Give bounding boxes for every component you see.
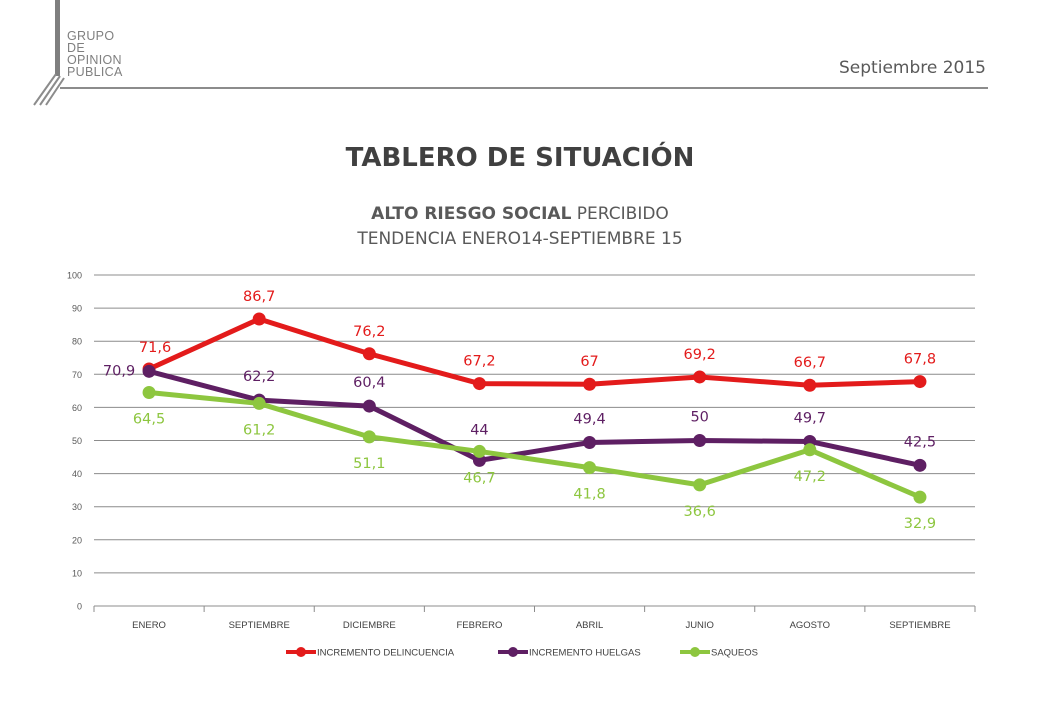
data-label: 67,8 — [904, 352, 936, 368]
data-label: 67,2 — [463, 354, 495, 370]
y-tick-label: 40 — [72, 469, 82, 479]
legend-label: SAQUEOS — [711, 648, 758, 659]
data-point — [472, 377, 486, 391]
y-tick-label: 60 — [72, 403, 82, 413]
x-tick-label: DICIEMBRE — [343, 620, 396, 631]
data-label: 51,1 — [353, 456, 385, 472]
data-point — [913, 458, 927, 472]
chart-subtitle: TENDENCIA ENERO14-SEPTIEMBRE 15 — [357, 229, 683, 249]
data-label: 70,9 — [103, 363, 135, 379]
x-tick-label: JUNIO — [685, 620, 714, 631]
data-point — [472, 444, 486, 458]
logo-text: GRUPO DE OPINION PUBLICA — [67, 29, 123, 79]
data-label: 64,5 — [133, 412, 165, 428]
data-point — [362, 347, 376, 361]
report-date: Septiembre 2015 — [839, 58, 986, 78]
data-label: 71,6 — [139, 340, 171, 356]
legend-label: INCREMENTO HUELGAS — [529, 648, 641, 659]
y-tick-label: 70 — [72, 370, 82, 380]
data-point — [693, 434, 707, 447]
data-label: 32,9 — [904, 516, 936, 532]
data-label: 62,2 — [243, 369, 275, 385]
logo-line: DE — [67, 41, 85, 55]
chart-title-bold: ALTO RIESGO SOCIAL — [371, 204, 572, 224]
data-label: 46,7 — [463, 470, 495, 486]
data-label: 42,5 — [904, 434, 936, 450]
y-tick-label: 100 — [67, 271, 82, 281]
data-point — [583, 435, 597, 449]
y-tick-label: 80 — [72, 337, 82, 347]
data-point — [142, 386, 156, 400]
data-label: 86,7 — [243, 289, 275, 305]
data-point — [913, 490, 927, 504]
series-line — [146, 316, 923, 388]
x-tick-label: ABRIL — [576, 620, 603, 631]
data-point — [472, 453, 486, 467]
data-point — [142, 364, 156, 378]
data-label: 50 — [690, 410, 708, 426]
data-point — [583, 461, 597, 475]
data-point — [583, 377, 597, 391]
y-tick-label: 0 — [77, 602, 82, 612]
logo-line: OPINION — [67, 53, 122, 67]
data-point — [252, 312, 266, 326]
data-label: 69,2 — [684, 347, 716, 363]
data-point — [913, 375, 927, 389]
x-tick-label: SEPTIEMBRE — [889, 620, 950, 631]
data-label: 67 — [580, 354, 598, 370]
legend-swatch-marker — [690, 647, 700, 657]
data-point — [252, 396, 266, 410]
data-label: 49,7 — [794, 410, 826, 426]
data-label: 44 — [470, 422, 488, 438]
data-label: 49,4 — [573, 411, 605, 427]
data-label: 41,8 — [573, 487, 605, 503]
data-point — [803, 378, 817, 392]
data-point — [693, 478, 707, 492]
data-point — [803, 443, 817, 457]
series-line — [146, 390, 923, 500]
y-tick-label: 30 — [72, 502, 82, 512]
y-tick-label: 20 — [72, 535, 82, 545]
chart-title: ALTO RIESGO SOCIAL PERCIBIDO — [0, 204, 1040, 224]
y-tick-label: 10 — [72, 568, 82, 578]
company-logo — [33, 0, 65, 106]
page-title: TABLERO DE SITUACIÓN — [345, 143, 695, 173]
data-point — [362, 430, 376, 444]
logo-line: GRUPO — [67, 29, 115, 43]
data-label: 36,6 — [684, 504, 716, 520]
header-divider — [60, 87, 988, 89]
data-point — [693, 370, 707, 384]
y-tick-label: 50 — [72, 436, 82, 446]
data-label: 61,2 — [243, 422, 275, 438]
logo-line: PUBLICA — [67, 65, 123, 79]
series-line — [146, 368, 923, 468]
legend-swatch-marker — [508, 647, 518, 657]
data-label: 47,2 — [794, 469, 826, 485]
x-tick-label: ENERO — [132, 620, 166, 631]
chart-title-rest: PERCIBIDO — [571, 204, 669, 224]
data-label: 60,4 — [353, 375, 385, 391]
data-point — [362, 399, 376, 413]
legend-swatch-marker — [296, 647, 306, 657]
legend-label: INCREMENTO DELINCUENCIA — [317, 648, 455, 659]
y-tick-label: 90 — [72, 304, 82, 314]
data-label: 76,2 — [353, 324, 385, 340]
data-label: 66,7 — [794, 355, 826, 371]
x-tick-label: SEPTIEMBRE — [229, 620, 290, 631]
x-tick-label: FEBRERO — [456, 620, 502, 631]
x-tick-label: AGOSTO — [790, 620, 830, 631]
